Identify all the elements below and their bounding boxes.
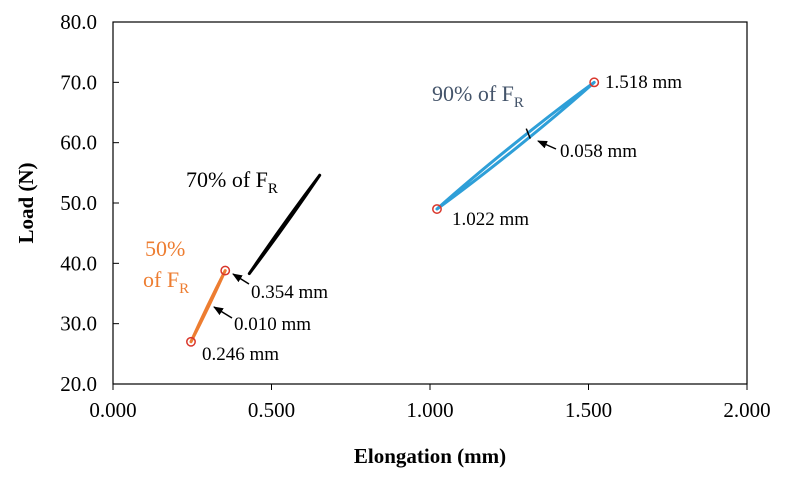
x-axis-title: Elongation (mm) <box>354 444 506 468</box>
elongation-annotation: 1.518 mm <box>605 72 682 93</box>
x-tick-label: 0.500 <box>248 398 295 422</box>
series-label-90-subscript: R <box>514 95 524 111</box>
elongation-annotation: 0.058 mm <box>560 141 637 162</box>
endpoint-marker <box>186 336 196 347</box>
x-tick-label: 2.000 <box>723 398 770 422</box>
series-label-90-text: 90% of F <box>432 81 514 106</box>
gap-indicator-90 <box>525 128 531 139</box>
y-tick-label: 70.0 <box>60 70 97 94</box>
series-label-50-subscript: R <box>179 281 189 297</box>
endpoint-marker <box>220 265 231 276</box>
annotation-arrow <box>232 273 250 285</box>
series-label-90: 90% of FR <box>432 81 524 111</box>
hysteresis-loop-50 <box>189 269 227 344</box>
series-label-50: 50% of FR <box>143 236 191 297</box>
elongation-annotation: 0.246 mm <box>202 344 279 365</box>
y-tick-label: 30.0 <box>60 312 97 336</box>
elongation-annotation: 0.010 mm <box>234 314 311 335</box>
y-tick-label: 60.0 <box>60 131 97 155</box>
series-label-50-line1: 50% <box>145 236 185 261</box>
series-label-50-line2: of F <box>143 267 179 292</box>
hysteresis-loop-90 <box>435 80 596 211</box>
annotation-arrow <box>537 140 557 150</box>
y-tick-label: 80.0 <box>60 10 97 34</box>
elongation-annotation: 1.022 mm <box>452 209 529 230</box>
annotation-arrow <box>213 306 233 319</box>
x-tick-label: 0.000 <box>89 398 136 422</box>
x-tick-label: 1.500 <box>565 398 612 422</box>
x-tick-label: 1.000 <box>406 398 453 422</box>
series-label-70: 70% of FR <box>186 167 278 197</box>
series-label-70-subscript: R <box>268 181 278 197</box>
hysteresis-loop-70 <box>247 173 322 276</box>
y-tick-label: 40.0 <box>60 251 97 275</box>
y-tick-label: 20.0 <box>60 372 97 396</box>
y-tick-label: 50.0 <box>60 191 97 215</box>
elongation-annotation: 0.354 mm <box>251 282 328 303</box>
endpoint-marker <box>432 204 442 214</box>
endpoint-marker <box>589 77 600 88</box>
y-axis-title: Load (N) <box>14 162 38 243</box>
series-label-70-text: 70% of F <box>186 167 268 192</box>
